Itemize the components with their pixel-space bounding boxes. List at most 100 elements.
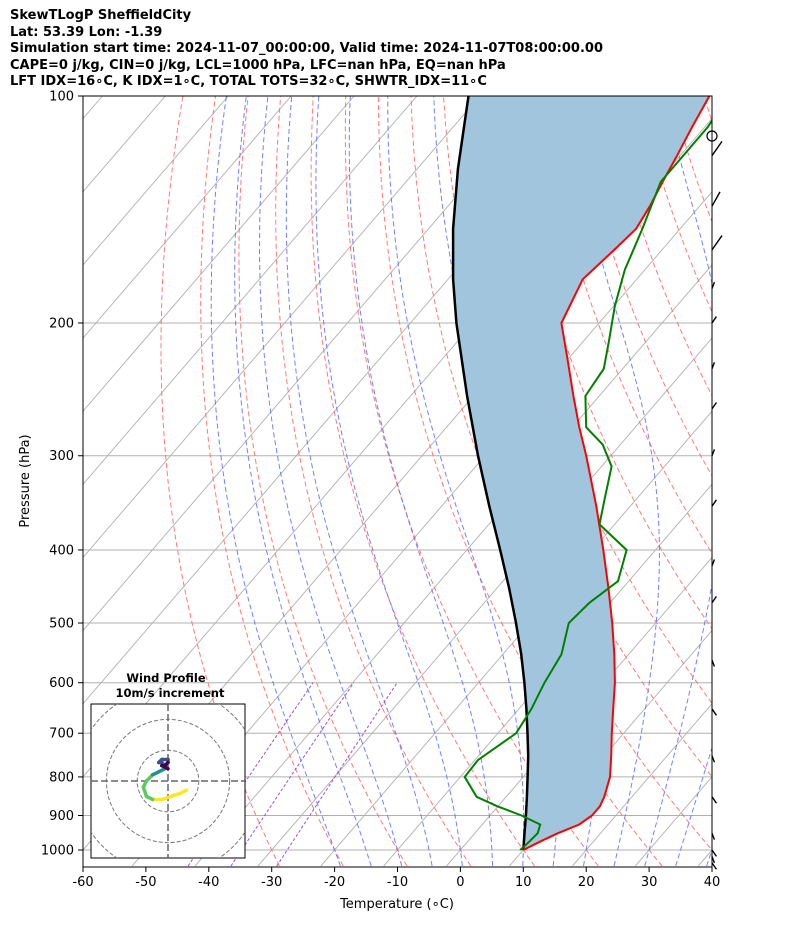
isotherm — [635, 776, 712, 867]
wind-barb-staff — [711, 402, 718, 410]
chart-header: SkewTLogP SheffieldCity Lat: 53.39 Lon: … — [10, 8, 790, 91]
dry-adiabat — [310, 96, 536, 867]
wind-barb-staff — [711, 595, 718, 604]
wind-barb-staff — [711, 362, 716, 369]
wind-barb-staff — [711, 659, 716, 667]
y-tick-label: 200 — [49, 316, 74, 331]
isotherm — [83, 96, 544, 632]
calm-wind-barb — [706, 130, 718, 142]
chart-title: SkewTLogP SheffieldCity — [10, 8, 192, 23]
y-tick-label: 1000 — [41, 844, 74, 859]
moist-adiabat — [348, 96, 494, 867]
y-axis-label: Pressure (hPa) — [18, 434, 33, 527]
wind-barb-staff — [711, 449, 716, 456]
moist-adiabat — [644, 96, 712, 867]
isotherm — [83, 96, 481, 559]
x-tick-label: -60 — [72, 875, 93, 890]
y-tick-label: 300 — [49, 449, 74, 464]
axes: -60 -50 -40 -30 -20 -10 0 10 20 30 40 1000 900 800 700… — [41, 90, 720, 891]
x-tick-label: 30 — [641, 875, 658, 890]
moist-adiabat — [675, 746, 712, 867]
wind-barb-staff — [711, 832, 716, 840]
moist-adiabat — [387, 96, 525, 867]
isotherm — [83, 96, 292, 339]
y-tick-label: 400 — [49, 543, 74, 558]
moist-adiabat — [210, 96, 341, 867]
moist-adiabat — [315, 96, 463, 867]
cin-shaded-area — [453, 96, 710, 850]
y-tick-label: 700 — [49, 727, 74, 742]
dry-adiabat — [238, 96, 408, 867]
dry-adiabat — [275, 96, 472, 867]
temperature-line — [522, 96, 711, 851]
y-tick-label: 100 — [49, 90, 74, 105]
isotherm — [761, 96, 794, 866]
isotherm — [320, 410, 712, 867]
dry-adiabat — [377, 96, 663, 867]
dry-adiabat — [671, 96, 712, 224]
isotherm — [572, 703, 712, 867]
x-axis-label: Temperature (∘C) — [339, 897, 454, 912]
x-tick-label: 0 — [456, 875, 464, 890]
dry-adiabat — [200, 96, 344, 867]
isotherm — [383, 483, 712, 867]
x-tick-label: -10 — [387, 875, 408, 890]
moist-adiabat — [706, 848, 712, 867]
dry-adiabat — [638, 96, 712, 313]
isotherm — [83, 96, 418, 485]
wind-barb-staff — [711, 316, 718, 324]
x-tick-label: 40 — [704, 875, 721, 890]
dry-adiabat — [703, 96, 712, 124]
wind-barb-staff — [711, 281, 716, 289]
moist-adiabat — [285, 96, 433, 867]
hodograph-plot — [91, 704, 245, 858]
wind-barb-staff — [711, 796, 718, 804]
isotherm — [509, 629, 712, 867]
parcel-profile-line — [451, 96, 530, 851]
time-line: Simulation start time: 2024-11-07_00:00:… — [10, 41, 603, 57]
wind-barb-staff — [711, 755, 716, 763]
moist-adiabat — [258, 96, 403, 867]
wind-barb-staff — [711, 499, 718, 507]
dry-adiabat — [508, 96, 712, 630]
x-tick-label: 20 — [578, 875, 595, 890]
index-line: LFT IDX=16∘C, K IDX=1∘C, TOTAL TOTS=32∘C… — [10, 74, 487, 90]
dry-adiabat — [737, 96, 794, 866]
x-tick-label: -20 — [324, 875, 345, 890]
plot-area — [83, 96, 794, 867]
x-tick-label: -50 — [135, 875, 156, 890]
dry-adiabat — [540, 96, 712, 554]
wind-barbs — [706, 130, 723, 870]
hodograph-trace-segment — [160, 763, 170, 771]
hodograph-subtitle: 10m/s increment — [116, 686, 225, 700]
wind-barb-staff — [711, 862, 718, 870]
y-tick-label: 500 — [49, 617, 74, 632]
x-tick-label: -30 — [261, 875, 282, 890]
moist-adiabat — [565, 96, 660, 867]
wind-barb-staff — [711, 708, 718, 716]
wind-barb-staff — [711, 559, 716, 567]
wind-barb-staff — [711, 856, 716, 864]
isotherm — [83, 96, 355, 412]
y-tick-label: 600 — [49, 676, 74, 691]
wind-barb-staff — [711, 849, 718, 857]
location-line: Lat: 53.39 Lon: -1.39 — [10, 24, 163, 40]
isotherm — [697, 849, 712, 867]
dry-adiabat — [769, 96, 794, 866]
hodograph: Wind Profile 10m/s increment — [90, 671, 246, 859]
x-tick-label: -40 — [198, 875, 219, 890]
dewpoint-line — [463, 118, 712, 851]
y-tick-label: 900 — [49, 809, 74, 824]
wind-barb-staff — [711, 191, 721, 207]
wind-barb-staff — [711, 140, 723, 157]
dry-adiabat — [160, 96, 280, 867]
instability-line: CAPE=0 j/kg, CIN=0 j/kg, LCL=1000 hPa, L… — [10, 57, 506, 73]
dry-adiabat — [573, 96, 712, 477]
y-tick-label: 800 — [49, 770, 74, 785]
x-tick-label: 10 — [515, 875, 532, 890]
hodograph-title: Wind Profile — [126, 671, 206, 685]
isotherm — [83, 96, 229, 266]
mixing-ratio-line — [230, 682, 355, 867]
wind-barb-staff — [711, 235, 723, 251]
